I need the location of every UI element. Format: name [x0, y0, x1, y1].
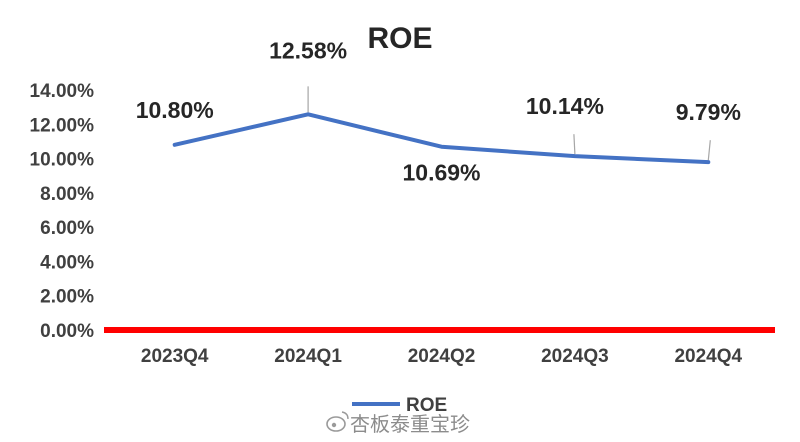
y-tick-label: 10.00% [30, 150, 95, 171]
y-tick-label: 12.00% [30, 115, 95, 136]
data-label: 10.80% [136, 97, 214, 123]
data-point [706, 160, 710, 164]
x-tick-label: 2024Q2 [408, 346, 476, 367]
data-label: 10.69% [402, 160, 480, 186]
watermark: 杏板泰重宝珍 [326, 411, 470, 436]
x-tick-label: 2023Q4 [141, 346, 209, 367]
x-tick-label: 2024Q3 [541, 346, 609, 367]
y-axis: 0.00% 2.00% 4.00% 6.00% 8.00% 10.00% 12.00% 14.… [30, 81, 95, 342]
data-labels: 10.80% 12.58% 10.69% 10.14% 9.79% [136, 37, 741, 185]
y-tick-label: 6.00% [40, 218, 94, 239]
data-point [173, 143, 177, 147]
y-tick-label: 14.00% [30, 81, 95, 102]
x-tick-label: 2024Q1 [274, 346, 342, 367]
label-leader-lines [307, 86, 711, 161]
x-tick-label: 2024Q4 [674, 346, 742, 367]
weibo-icon [326, 411, 349, 432]
series-roe [172, 112, 711, 165]
legend-label-roe: ROE [406, 395, 447, 416]
data-point [306, 112, 310, 116]
chart-title: ROE [367, 22, 432, 55]
legend: ROE [352, 395, 447, 416]
watermark-text: 杏板泰重宝珍 [350, 412, 470, 436]
x-axis: 2023Q4 2024Q1 2024Q2 2024Q3 2024Q4 [141, 346, 743, 367]
data-label: 10.14% [526, 93, 604, 119]
leader-line [573, 134, 576, 155]
data-point [573, 154, 577, 158]
data-label: 12.58% [269, 37, 347, 63]
data-point [440, 145, 443, 149]
data-label: 9.79% [676, 99, 741, 125]
y-tick-label: 8.00% [40, 184, 94, 205]
y-tick-label: 2.00% [40, 287, 94, 308]
leader-line [707, 140, 711, 161]
y-tick-label: 4.00% [40, 252, 94, 273]
y-tick-label: 0.00% [40, 321, 94, 342]
